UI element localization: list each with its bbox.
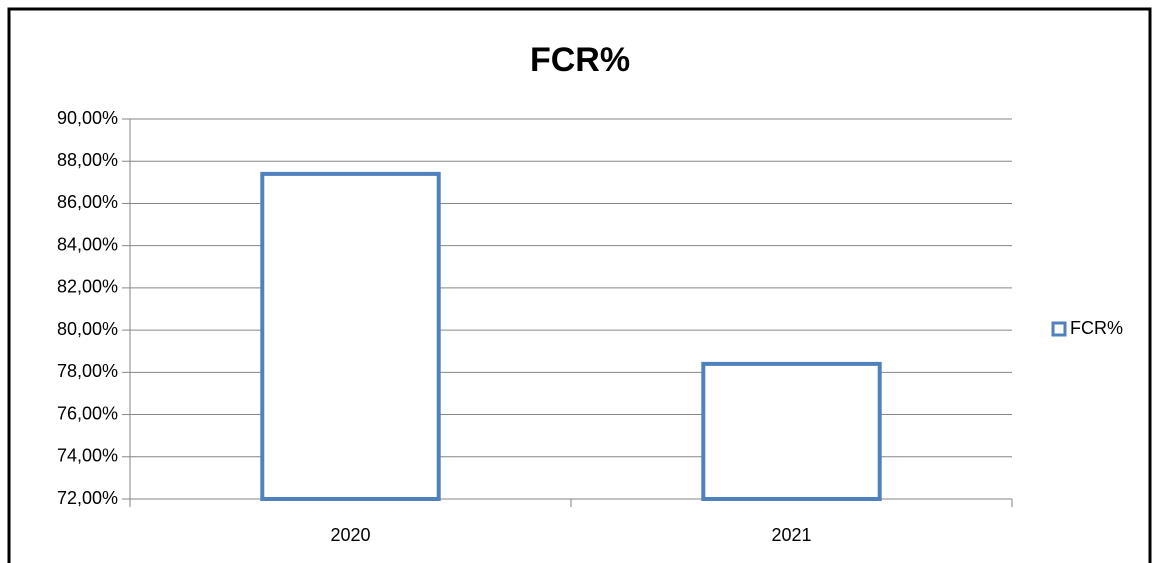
bar [260, 171, 441, 501]
x-tick-label: 2021 [771, 525, 811, 545]
bar [701, 361, 882, 501]
y-tick-label: 82,00% [57, 277, 118, 297]
y-tick-label: 74,00% [57, 446, 118, 466]
legend-swatch [1051, 321, 1067, 337]
y-tick-label: 78,00% [57, 361, 118, 381]
y-tick-label: 72,00% [57, 488, 118, 508]
chart-title: FCR% [530, 41, 630, 79]
chart-border [7, 7, 1152, 563]
y-tick-label: 76,00% [57, 403, 118, 423]
x-tick-label: 2020 [330, 525, 370, 545]
y-tick-label: 88,00% [57, 150, 118, 170]
y-tick-label: 90,00% [57, 108, 118, 128]
legend-label: FCR% [1070, 318, 1123, 338]
y-tick-label: 80,00% [57, 319, 118, 339]
y-tick-label: 86,00% [57, 192, 118, 212]
y-tick-label: 84,00% [57, 234, 118, 254]
